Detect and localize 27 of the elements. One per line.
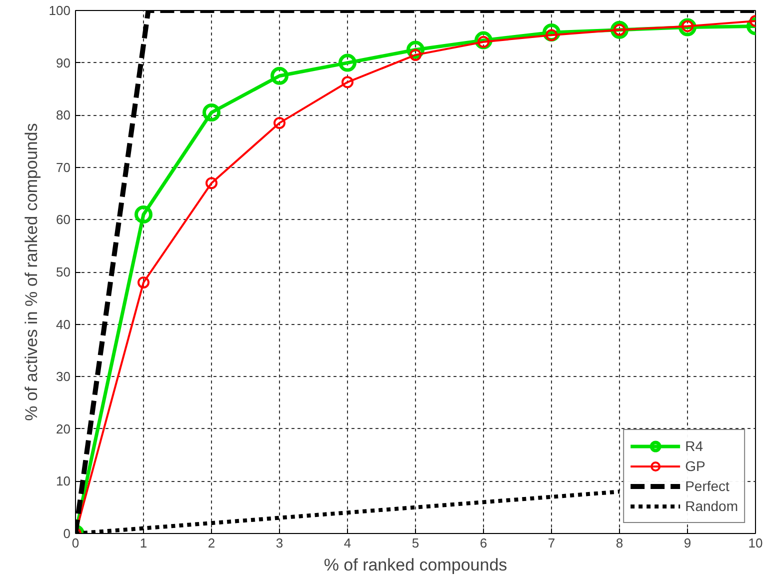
x-tick-label: 4 [344, 536, 352, 550]
legend-label: R4 [685, 438, 704, 454]
legend-label: Perfect [685, 478, 730, 494]
x-tick-label: 1 [140, 536, 148, 550]
x-tick-label: 5 [412, 536, 420, 550]
x-tick-label: 2 [208, 536, 216, 550]
y-tick-label: 20 [56, 421, 71, 436]
x-tick-label: 7 [548, 536, 556, 550]
y-tick-label: 0 [63, 526, 71, 541]
x-tick-label: 6 [480, 536, 488, 550]
legend-label: Random [685, 498, 738, 514]
y-tick-label: 10 [56, 474, 71, 489]
x-tick-label: 8 [616, 536, 624, 550]
y-axis-title: % of actives in % of ranked compounds [22, 123, 41, 421]
y-tick-label: 70 [56, 160, 71, 175]
legend-label: GP [685, 458, 706, 474]
y-tick-label: 40 [56, 316, 71, 332]
y-tick-label: 30 [56, 369, 71, 384]
y-tick-label: 80 [56, 108, 71, 123]
x-tick-label: 3 [276, 536, 284, 550]
y-tick-label: 90 [56, 55, 71, 70]
y-tick-label: 100 [48, 3, 71, 18]
x-tick-label: 10 [748, 536, 763, 550]
x-axis-title: % of ranked compounds [324, 556, 508, 574]
x-tick-label: 9 [684, 536, 692, 550]
y-tick-label: 60 [56, 212, 71, 228]
y-tick-label: 50 [56, 264, 71, 280]
